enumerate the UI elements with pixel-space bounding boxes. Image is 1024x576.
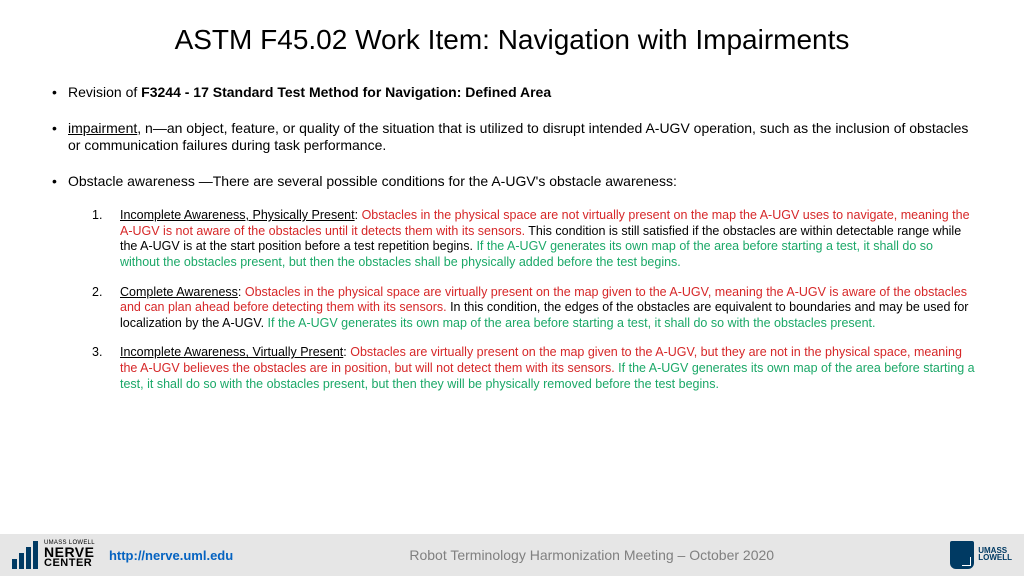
- green-2: If the A-UGV generates its own map of th…: [264, 316, 875, 330]
- b2-term: impairment: [68, 120, 137, 136]
- bullet-3: Obstacle awareness —There are several po…: [48, 173, 976, 191]
- nerve-logo: UMASS LOWELL NERVE CENTER: [12, 541, 95, 569]
- num-2: 2.: [92, 285, 102, 301]
- nerve-sub: CENTER: [44, 559, 95, 569]
- head-1: Incomplete Awareness, Physically Present: [120, 208, 355, 222]
- slide-content: Revision of F3244 - 17 Standard Test Met…: [0, 84, 1024, 392]
- b1-bold: F3244 - 17 Standard Test Method for Navi…: [141, 84, 551, 100]
- num-3: 3.: [92, 345, 102, 361]
- nerve-text: UMASS LOWELL NERVE CENTER: [44, 541, 95, 569]
- footer-center: Robot Terminology Harmonization Meeting …: [233, 547, 950, 563]
- footer-url[interactable]: http://nerve.uml.edu: [109, 548, 233, 563]
- bullet-1: Revision of F3244 - 17 Standard Test Met…: [48, 84, 976, 102]
- umass2: LOWELL: [978, 555, 1012, 562]
- footer: UMASS LOWELL NERVE CENTER http://nerve.u…: [0, 534, 1024, 576]
- head-2: Complete Awareness: [120, 285, 238, 299]
- subitem-2: 2. Complete Awareness: Obstacles in the …: [92, 285, 976, 332]
- b2-rest: , n—an object, feature, or quality of th…: [68, 120, 968, 154]
- num-1: 1.: [92, 208, 102, 224]
- slide-title: ASTM F45.02 Work Item: Navigation with I…: [0, 0, 1024, 84]
- sublist: 1. Incomplete Awareness, Physically Pres…: [48, 208, 976, 392]
- bullet-2: impairment, n—an object, feature, or qua…: [48, 120, 976, 155]
- b1-prefix: Revision of: [68, 84, 141, 100]
- subitem-3: 3. Incomplete Awareness, Virtually Prese…: [92, 345, 976, 392]
- umass-text: UMASS LOWELL: [978, 548, 1012, 562]
- head-3: Incomplete Awareness, Virtually Present: [120, 345, 343, 359]
- subitem-1: 1. Incomplete Awareness, Physically Pres…: [92, 208, 976, 271]
- shield-icon: [950, 541, 974, 569]
- bars-icon: [12, 541, 38, 569]
- umass-logo: UMASS LOWELL: [950, 541, 1012, 569]
